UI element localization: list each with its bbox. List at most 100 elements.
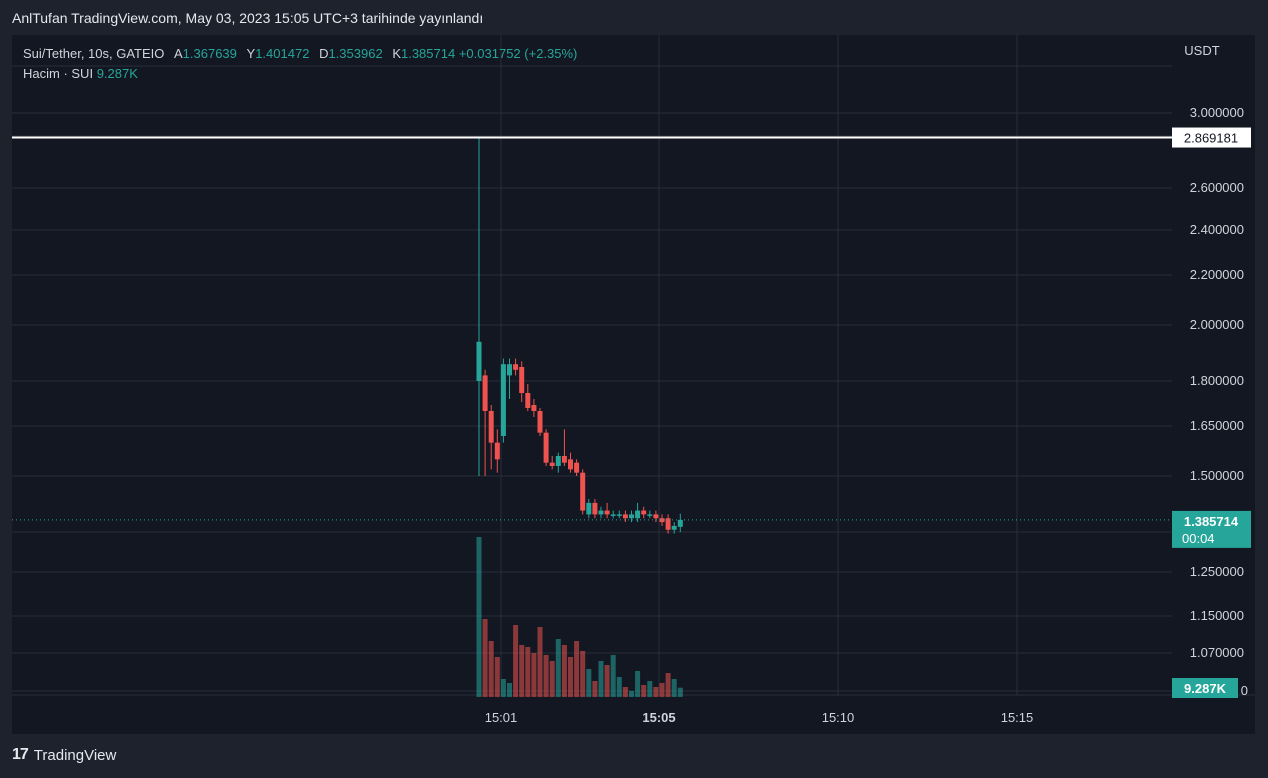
volume-bar [568, 657, 573, 697]
y-tick-label: 3.000000 [1190, 105, 1244, 120]
close-value: 1.385714 [400, 46, 456, 61]
candle-body [525, 393, 531, 408]
volume-bar [592, 681, 598, 697]
open-value: 1.367639 [182, 46, 237, 61]
candle-body [580, 472, 586, 511]
volume-bar [598, 661, 604, 697]
last-price-label: 1.385714 [1184, 514, 1239, 529]
volume-value: 9.287K [96, 66, 138, 81]
volume-bar [543, 655, 549, 697]
volume-bar [482, 619, 488, 697]
y-tick-label: 1.800000 [1190, 373, 1244, 388]
x-tick-label: 15:15 [1001, 710, 1034, 725]
symbol-label[interactable]: Sui/Tether, 10s, GATEIO [23, 46, 165, 61]
y-tick-label: 1.500000 [1190, 468, 1244, 483]
volume-bar [561, 645, 567, 697]
candle-body [629, 514, 634, 519]
volume-bar [586, 669, 592, 697]
volume-bar [476, 537, 482, 697]
candle-body [476, 341, 482, 381]
volume-bar [665, 673, 671, 697]
candle-body [507, 364, 512, 376]
ohlc-row: Sui/Tether, 10s, GATEIO A1.367639 Y1.401… [23, 44, 577, 64]
volume-last-label: 9.287K [1184, 681, 1227, 696]
volume-row: Hacim · SUI 9.287K [23, 64, 577, 84]
x-tick-label: 15:10 [822, 710, 855, 725]
open-label: A [174, 46, 183, 61]
candle-body [537, 411, 543, 433]
candle-body [665, 518, 671, 530]
candle-body [586, 502, 592, 515]
volume-bar [488, 641, 494, 697]
candle-body [561, 456, 567, 463]
candle-body [677, 519, 683, 527]
volume-bar [513, 625, 519, 697]
volume-bar [519, 645, 525, 697]
candle-body [494, 442, 500, 460]
candle-body [555, 456, 561, 466]
candle-body [616, 514, 622, 516]
candle-body [659, 518, 665, 523]
y-tick-label: 2.000000 [1190, 317, 1244, 332]
volume-bar [616, 677, 622, 697]
candle-body [592, 502, 598, 515]
volume-label[interactable]: Hacim · SUI [23, 66, 94, 81]
low-label: D [319, 46, 329, 61]
candle-body [549, 462, 555, 466]
volume-bar [555, 639, 561, 697]
volume-bar [525, 647, 531, 697]
volume-bar [494, 657, 500, 697]
y-tick-label: 1.070000 [1190, 645, 1244, 660]
chart-panel[interactable]: USDT 3.000000 2.600000 2.400000 2.200000 2.00… [12, 35, 1255, 734]
candle-body [519, 367, 525, 393]
volume-last-label-box [1172, 678, 1238, 698]
close-label: K [392, 46, 401, 61]
volume-bar [604, 665, 610, 697]
candle-body [574, 462, 580, 473]
chart-legend: Sui/Tether, 10s, GATEIO A1.367639 Y1.401… [23, 44, 577, 84]
volume-bar [574, 641, 580, 697]
volume-bar [537, 627, 543, 697]
candle-body [610, 514, 616, 516]
low-value: 1.353962 [328, 46, 383, 61]
change-value: +0.031752 (+2.35%) [458, 46, 578, 61]
tradingview-logo-text: TradingView [33, 746, 117, 764]
horizontal-line-label-box [1172, 127, 1251, 148]
y-tick-label: 2.600000 [1190, 180, 1244, 195]
high-value: 1.401472 [255, 46, 310, 61]
currency-label: USDT [1184, 43, 1219, 58]
volume-bar [531, 653, 537, 697]
volume-bar [622, 687, 628, 697]
horizontal-line-label: 2.869181 [1184, 131, 1238, 146]
y-tick-label: 2.200000 [1190, 267, 1244, 282]
candle-body [531, 405, 537, 411]
candle-body [543, 432, 549, 463]
tradingview-logo-icon: 17 [12, 746, 29, 763]
volume-bar [580, 651, 586, 697]
candle-body [647, 514, 653, 516]
volume-bar [671, 679, 677, 697]
candle-body [598, 510, 604, 515]
volume-bar [641, 685, 647, 697]
volume-bar [507, 683, 512, 697]
candle-body [488, 411, 494, 443]
candle-body [513, 364, 519, 370]
candle-body [641, 510, 647, 515]
volume-bar [549, 661, 555, 697]
volume-bar [647, 681, 653, 697]
y-tick-label: 1.150000 [1190, 608, 1244, 623]
candle-body [622, 514, 628, 519]
candle-body [671, 525, 677, 530]
y-tick-label: 1.250000 [1190, 564, 1244, 579]
volume-bar [677, 687, 683, 697]
candle-body [482, 375, 488, 411]
x-tick-label: 15:01 [485, 710, 518, 725]
high-label: Y [246, 46, 256, 61]
candlestick-chart[interactable]: USDT 3.000000 2.600000 2.400000 2.200000 2.00… [12, 35, 1255, 734]
candle-body [653, 514, 659, 519]
volume-bar [629, 691, 634, 697]
last-price-label-box [1172, 510, 1251, 548]
y-tick-label: 1.650000 [1190, 418, 1244, 433]
tradingview-logo[interactable]: 17 TradingView [12, 746, 116, 764]
volume-bar [635, 671, 641, 697]
